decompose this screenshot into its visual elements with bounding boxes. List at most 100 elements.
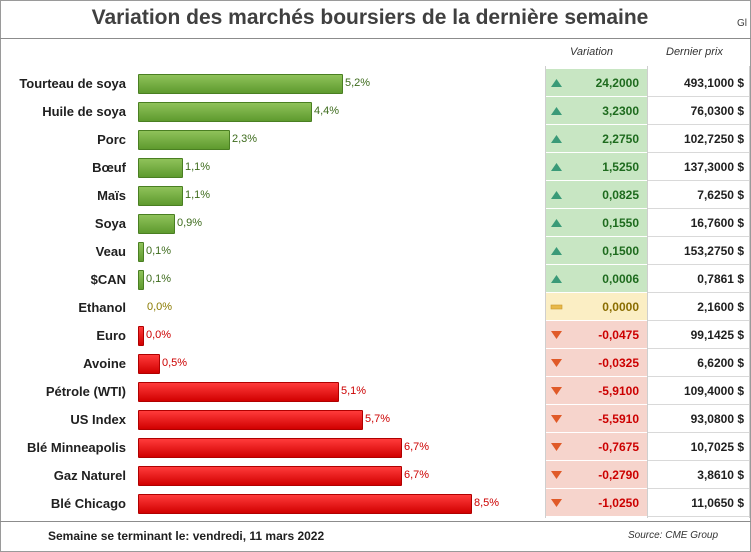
category-label: Pétrole (WTI)	[45, 384, 126, 399]
market-row: Avoine 0,5% -0,0325 6,6200 $	[0, 349, 751, 377]
market-row: Blé Chicago 8,5% -1,0250 11,0650 $	[0, 489, 751, 517]
last-price-value: 153,2750 $	[683, 244, 744, 258]
variation-value: -0,0325	[598, 356, 639, 370]
market-row: Tourteau de soya 5,2% 24,2000 493,1000 $	[0, 69, 751, 97]
variation-cell: 0,1500	[546, 237, 647, 265]
price-cell: 102,7250 $	[648, 125, 749, 153]
table-divider-right	[749, 66, 750, 518]
market-row: Porc 2,3% 2,2750 102,7250 $	[0, 125, 751, 153]
bar-up	[138, 214, 175, 234]
up-triangle-icon	[551, 191, 562, 199]
price-cell: 153,2750 $	[648, 237, 749, 265]
variation-value: 3,2300	[602, 104, 639, 118]
bar-value-label: 6,7%	[404, 441, 430, 453]
down-triangle-icon	[551, 331, 562, 339]
category-label: Gaz Naturel	[53, 468, 126, 483]
variation-cell: -0,0325	[546, 349, 647, 377]
market-row: Soya 0,9% 0,1550 16,7600 $	[0, 209, 751, 237]
variation-cell: 0,0000	[546, 293, 647, 321]
source-label: Source: CME Group	[628, 530, 719, 541]
price-cell: 2,1600 $	[648, 293, 749, 321]
last-price-value: 10,7025 $	[690, 440, 744, 454]
variation-value: 0,1500	[602, 244, 639, 258]
price-cell: 0,7861 $	[648, 265, 749, 293]
bar-value-label: 8,5%	[474, 497, 500, 509]
market-row: $CAN 0,1% 0,0006 0,7861 $	[0, 265, 751, 293]
bar-up	[138, 74, 343, 94]
down-triangle-icon	[551, 499, 562, 507]
down-triangle-icon	[551, 471, 562, 479]
bar-value-label: 5,2%	[345, 77, 371, 89]
bar-down	[138, 382, 339, 402]
category-label: Soya	[94, 216, 126, 231]
price-cell: 109,4000 $	[648, 377, 749, 405]
down-triangle-icon	[551, 415, 562, 423]
table-divider-middle	[647, 66, 648, 518]
market-row: Ethanol 0,0% 0,0000 2,1600 $	[0, 293, 751, 321]
category-label: Bœuf	[92, 160, 126, 175]
category-label: Porc	[97, 132, 126, 147]
market-row: Huile de soya 4,4% 3,2300 76,0300 $	[0, 97, 751, 125]
last-price-value: 137,3000 $	[683, 160, 744, 174]
price-cell: 3,8610 $	[648, 461, 749, 489]
bar-down	[138, 494, 472, 514]
price-cell: 16,7600 $	[648, 209, 749, 237]
price-cell: 137,3000 $	[648, 153, 749, 181]
down-triangle-icon	[551, 387, 562, 395]
bar-down	[138, 326, 144, 346]
market-row: Euro 0,0% -0,0475 99,1425 $	[0, 321, 751, 349]
bar-up	[138, 270, 144, 290]
bar-value-label: 1,1%	[185, 189, 211, 201]
market-row: Veau 0,1% 0,1500 153,2750 $	[0, 237, 751, 265]
category-label: Tourteau de soya	[19, 76, 126, 91]
variation-cell: -1,0250	[546, 489, 647, 517]
category-label: Euro	[96, 328, 126, 343]
up-triangle-icon	[551, 247, 562, 255]
bar-up	[138, 242, 144, 262]
bar-value-label: 0,1%	[146, 273, 172, 285]
last-price-value: 93,0800 $	[690, 412, 744, 426]
variation-value: -5,5910	[598, 412, 639, 426]
up-triangle-icon	[551, 163, 562, 171]
variation-cell: 24,2000	[546, 69, 647, 97]
footer-divider	[0, 521, 751, 522]
table-divider-left	[545, 66, 546, 518]
category-label: US Index	[70, 412, 126, 427]
last-price-value: 3,8610 $	[697, 468, 744, 482]
market-row: Gaz Naturel 6,7% -0,2790 3,8610 $	[0, 461, 751, 489]
bar-down	[138, 438, 402, 458]
category-label: Veau	[95, 244, 126, 259]
bar-up	[138, 130, 230, 150]
title-divider	[0, 38, 751, 39]
bar-down	[138, 410, 363, 430]
variation-cell: 3,2300	[546, 97, 647, 125]
last-price-value: 76,0300 $	[690, 104, 744, 118]
up-triangle-icon	[551, 275, 562, 283]
bar-value-label: 5,7%	[365, 413, 391, 425]
market-row: US Index 5,7% -5,5910 93,0800 $	[0, 405, 751, 433]
price-column-header: Dernier prix	[666, 46, 723, 58]
variation-value: 2,2750	[602, 132, 639, 146]
bar-down	[138, 354, 160, 374]
category-label: Blé Minneapolis	[27, 440, 126, 455]
market-row: Maïs 1,1% 0,0825 7,6250 $	[0, 181, 751, 209]
last-price-value: 0,7861 $	[697, 272, 744, 286]
variation-cell: -0,0475	[546, 321, 647, 349]
variation-cell: 0,0825	[546, 181, 647, 209]
variation-value: -0,2790	[598, 468, 639, 482]
price-cell: 6,6200 $	[648, 349, 749, 377]
category-label: Blé Chicago	[50, 496, 126, 511]
bar-value-label: 0,5%	[162, 357, 188, 369]
variation-value: -5,9100	[598, 384, 639, 398]
last-price-value: 102,7250 $	[683, 132, 744, 146]
last-price-value: 493,1000 $	[683, 76, 744, 90]
bar-value-label: 1,1%	[185, 161, 211, 173]
corner-fragment: Gl	[737, 18, 747, 29]
bar-up	[138, 102, 312, 122]
bar-value-label: 5,1%	[341, 385, 367, 397]
variation-column-header: Variation	[570, 46, 614, 58]
bar-up	[138, 158, 183, 178]
variation-cell: -0,2790	[546, 461, 647, 489]
down-triangle-icon	[551, 443, 562, 451]
flat-dash-icon	[550, 304, 563, 310]
